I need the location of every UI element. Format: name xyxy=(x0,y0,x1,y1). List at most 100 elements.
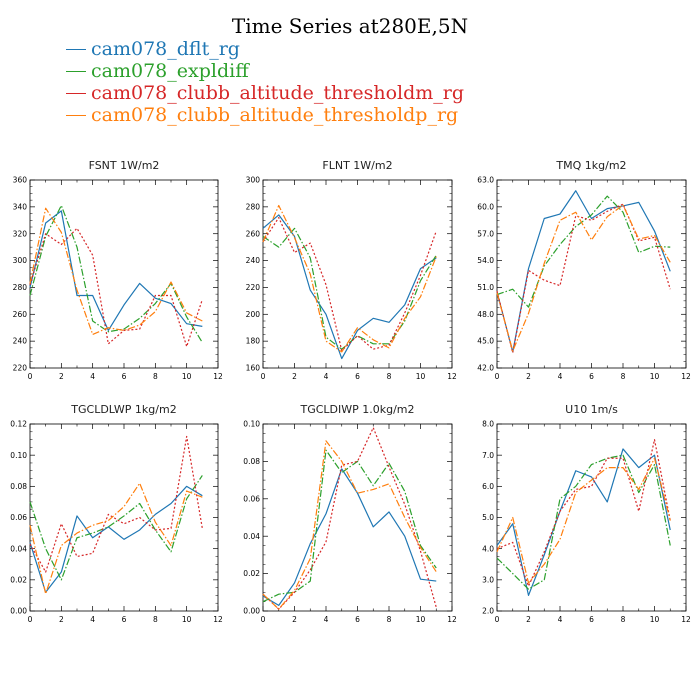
x-tick-label: 2 xyxy=(292,615,297,624)
y-tick-label: 0.04 xyxy=(10,544,27,553)
y-tick-label: 340 xyxy=(13,202,28,211)
series-line xyxy=(29,475,203,581)
x-tick-label: 6 xyxy=(355,372,360,381)
y-tick-label: 0.12 xyxy=(10,420,27,429)
x-tick-label: 2 xyxy=(526,372,531,381)
y-tick-label: 0.08 xyxy=(243,457,260,466)
x-tick-label: 4 xyxy=(558,615,563,624)
x-tick-label: 6 xyxy=(589,372,594,381)
x-tick-label: 4 xyxy=(324,372,329,381)
y-tick-label: 0.08 xyxy=(10,482,27,491)
y-tick-label: 0.02 xyxy=(10,575,27,584)
x-tick-label: 10 xyxy=(650,615,660,624)
plot-frame xyxy=(262,179,453,369)
y-tick-label: 260 xyxy=(246,229,261,238)
x-tick-label: 6 xyxy=(355,615,360,624)
x-tick-label: 10 xyxy=(416,372,426,381)
x-tick-label: 10 xyxy=(182,372,192,381)
x-tick-label: 12 xyxy=(681,615,691,624)
x-tick-label: 4 xyxy=(90,615,95,624)
x-tick-label: 2 xyxy=(292,372,297,381)
y-tick-label: 0.10 xyxy=(10,451,27,460)
y-tick-label: 0.00 xyxy=(10,607,27,616)
x-tick-label: 0 xyxy=(28,615,33,624)
x-tick-label: 8 xyxy=(153,615,158,624)
legend-swatch xyxy=(66,92,86,94)
series-line xyxy=(262,217,437,352)
chart-title: U10 1m/s xyxy=(565,403,618,416)
x-tick-label: 2 xyxy=(59,615,64,624)
y-tick-label: 280 xyxy=(246,202,261,211)
series-line xyxy=(262,214,437,360)
series-line xyxy=(262,227,437,350)
y-tick-label: 6.0 xyxy=(482,482,494,491)
x-tick-label: 12 xyxy=(681,372,691,381)
y-tick-label: 320 xyxy=(13,229,28,238)
legend-swatch xyxy=(66,70,86,72)
x-tick-label: 2 xyxy=(526,615,531,624)
y-tick-label: 240 xyxy=(13,337,28,346)
y-tick-label: 240 xyxy=(246,256,261,265)
y-tick-label: 0.06 xyxy=(10,513,27,522)
x-tick-label: 4 xyxy=(558,372,563,381)
series-line xyxy=(29,482,203,595)
y-tick-label: 63.0 xyxy=(477,176,494,185)
y-tick-label: 0.06 xyxy=(243,494,260,503)
chart-panel: TGCLDLWP 1kg/m2 0 2 4 6 8 10 12 0.00 0.02 0.04 0.06… xyxy=(10,403,223,624)
x-tick-label: 8 xyxy=(621,615,626,624)
x-tick-label: 12 xyxy=(213,615,223,624)
series-line xyxy=(29,227,203,348)
series-line xyxy=(29,435,203,573)
series-line xyxy=(262,468,437,606)
chart-title: TMQ 1kg/m2 xyxy=(555,159,626,172)
chart-panel: FSNT 1W/m2 0 2 4 6 8 10 12 220 240 260 280 300 320 340… xyxy=(13,159,223,381)
y-tick-label: 54.0 xyxy=(477,256,494,265)
x-tick-label: 12 xyxy=(447,615,457,624)
series-line xyxy=(262,440,437,610)
x-tick-label: 10 xyxy=(182,615,192,624)
y-tick-label: 51.0 xyxy=(477,283,494,292)
y-tick-label: 300 xyxy=(13,256,28,265)
plot-frame xyxy=(29,179,219,369)
legend-label: cam078_dflt_rg xyxy=(91,38,240,60)
legend-swatch xyxy=(66,48,86,50)
legend-item: cam078_expldiff xyxy=(66,60,464,82)
y-tick-label: 5.0 xyxy=(482,513,494,522)
chart-title: TGCLDLWP 1kg/m2 xyxy=(70,403,176,416)
legend-label: cam078_clubb_altitude_thresholdp_rg xyxy=(91,104,459,126)
y-tick-label: 300 xyxy=(246,176,261,185)
y-tick-label: 7.0 xyxy=(482,451,494,460)
y-tick-label: 48.0 xyxy=(477,310,494,319)
chart-panel: TMQ 1kg/m2 0 2 4 6 8 10 12 42.0 45.0 48.0 51.0 54.0 5… xyxy=(477,159,691,381)
y-tick-label: 57.0 xyxy=(477,229,494,238)
series-line xyxy=(29,485,203,593)
legend: cam078_dflt_rg cam078_expldiff cam078_cl… xyxy=(66,38,464,126)
series-line xyxy=(496,438,671,587)
x-tick-label: 6 xyxy=(122,615,127,624)
x-tick-label: 10 xyxy=(650,372,660,381)
y-tick-label: 3.0 xyxy=(482,575,494,584)
legend-item: cam078_clubb_altitude_thresholdp_rg xyxy=(66,104,464,126)
series-line xyxy=(496,454,671,590)
x-tick-label: 12 xyxy=(213,372,223,381)
y-tick-label: 2.0 xyxy=(482,607,494,616)
series-line xyxy=(29,207,203,336)
x-tick-label: 0 xyxy=(495,615,500,624)
x-tick-label: 4 xyxy=(90,372,95,381)
x-tick-label: 8 xyxy=(387,615,392,624)
y-tick-label: 4.0 xyxy=(482,544,494,553)
series-line xyxy=(29,210,203,331)
series-line xyxy=(496,448,671,597)
x-tick-label: 8 xyxy=(621,372,626,381)
legend-item: cam078_clubb_altitude_thresholdm_rg xyxy=(66,82,464,104)
series-line xyxy=(262,449,437,603)
x-tick-label: 6 xyxy=(589,615,594,624)
legend-item: cam078_dflt_rg xyxy=(66,38,464,60)
y-tick-label: 200 xyxy=(246,310,261,319)
x-tick-label: 0 xyxy=(261,372,266,381)
x-tick-label: 0 xyxy=(495,372,500,381)
y-tick-label: 45.0 xyxy=(477,337,494,346)
x-tick-label: 8 xyxy=(153,372,158,381)
y-tick-label: 220 xyxy=(13,364,28,373)
